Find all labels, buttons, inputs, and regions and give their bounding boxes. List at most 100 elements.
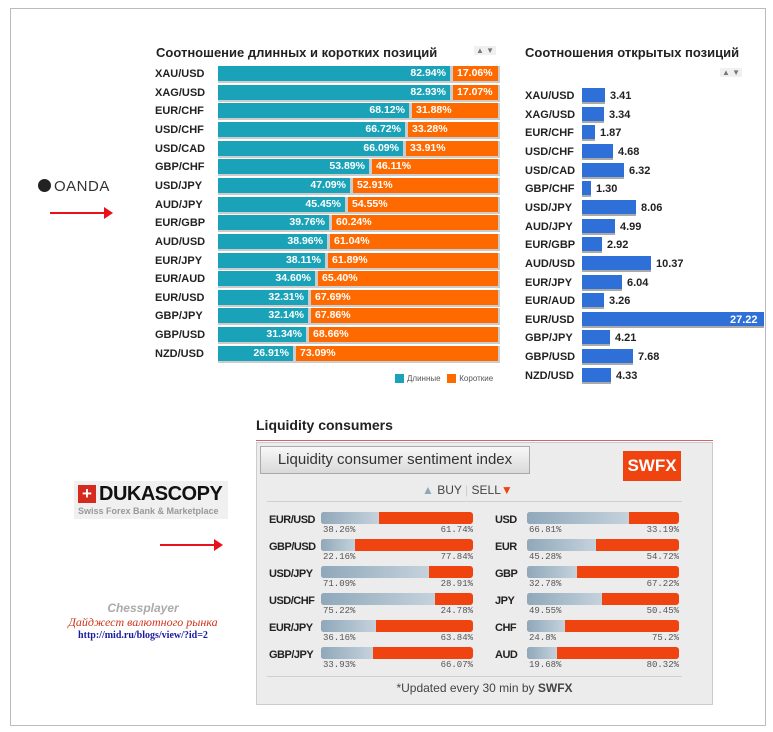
watermark: Chessplayer Дайджест валютного рынка htt… — [58, 601, 228, 641]
sentiment-bar — [321, 647, 473, 659]
short-bar: 17.07% — [453, 84, 498, 100]
sentiment-bar — [321, 620, 473, 632]
pair-label: EUR/AUD — [525, 295, 576, 308]
pair-label: GBP/CHF — [525, 183, 575, 196]
pair-label: GBP/CHF — [155, 161, 205, 174]
pair-label: AUD/USD — [525, 257, 576, 270]
oanda-logo-text: OANDA — [54, 178, 110, 195]
open-value: 4.99 — [620, 220, 642, 233]
separator — [267, 676, 682, 677]
instrument-label: USD/JPY — [269, 568, 313, 580]
legend-short-swatch — [447, 374, 457, 384]
open-value: 6.32 — [629, 164, 651, 177]
long-bar: 31.34% — [218, 327, 306, 343]
buy-percent: 24.8% — [529, 633, 557, 643]
sort-arrows-icon[interactable]: ▲ ▼ — [474, 46, 497, 55]
sentiment-bar — [527, 620, 679, 632]
buy-fill — [321, 647, 373, 659]
short-bar: 67.86% — [311, 308, 498, 324]
sentiment-row: USD/CHF 75.22% 24.78% — [269, 593, 473, 619]
pair-label: XAG/USD — [155, 86, 206, 99]
legend-long: Длинные — [407, 374, 441, 383]
sell-triangle-icon: ▼ — [500, 483, 513, 497]
short-bar: 61.89% — [328, 252, 498, 268]
sentiment-bar — [527, 566, 679, 578]
sell-percent: 33.19% — [646, 525, 679, 535]
watermark-link[interactable]: http://mid.ru/blogs/view/?id=2 — [78, 630, 208, 641]
ratio-row: USD/CAD 66.09% 33.91% — [155, 140, 500, 158]
long-bar: 53.89% — [218, 159, 369, 175]
open-bar — [582, 106, 604, 123]
sell-percent: 28.91% — [440, 579, 473, 589]
open-value: 2.92 — [607, 239, 629, 252]
ratio-row: EUR/JPY 38.11% 61.89% — [155, 252, 500, 270]
legend: Длинные Короткие — [395, 374, 494, 384]
legend-short: Короткие — [459, 374, 494, 383]
buy-percent: 22.16% — [323, 552, 356, 562]
ratio-row: XAU/USD 82.94% 17.06% — [155, 66, 500, 83]
instrument-label: GBP — [495, 568, 518, 580]
short-bar: 61.04% — [330, 233, 498, 249]
buy-fill — [321, 620, 376, 632]
open-value: 4.33 — [616, 369, 638, 382]
pair-label: EUR/USD — [155, 291, 205, 304]
instrument-label: EUR/USD — [269, 514, 316, 526]
open-bar — [582, 330, 610, 347]
sell-percent: 24.78% — [440, 606, 473, 616]
pair-label: AUD/JPY — [525, 220, 573, 233]
ratio-row: USD/CHF 66.72% 33.28% — [155, 121, 500, 139]
long-bar: 26.91% — [218, 345, 293, 361]
ratio-row: XAG/USD 82.93% 17.07% — [155, 84, 500, 102]
footer-brand: SWFX — [537, 681, 573, 695]
legend-long-swatch — [395, 374, 404, 384]
separator — [267, 501, 682, 502]
pair-label: EUR/USD — [525, 313, 575, 326]
buy-sell-legend: ▲ BUY | SELL▼ — [422, 483, 513, 497]
long-bar: 82.94% — [218, 66, 450, 81]
buy-percent: 49.55% — [529, 606, 562, 616]
sell-percent: 54.72% — [646, 552, 679, 562]
sort-arrows-icon[interactable]: ▲ ▼ — [720, 68, 743, 77]
pair-label: NZD/USD — [525, 369, 574, 382]
buy-percent: 71.09% — [323, 579, 356, 589]
long-bar: 34.60% — [218, 271, 315, 287]
open-bar — [582, 199, 636, 216]
buy-percent: 66.81% — [529, 525, 562, 535]
sentiment-row: GBP/JPY 33.93% 66.07% — [269, 647, 473, 673]
pair-label: EUR/CHF — [155, 105, 204, 118]
long-bar: 82.93% — [218, 84, 450, 100]
buy-fill — [321, 566, 430, 578]
sentiment-bar — [527, 593, 679, 605]
liquidity-title: Liquidity consumers — [256, 417, 393, 433]
frame — [10, 8, 766, 726]
sell-label: SELL — [471, 483, 501, 497]
pair-label: EUR/CHF — [525, 127, 574, 140]
oanda-logo: OANDA — [38, 178, 110, 195]
watermark-subtitle: Дайджест валютного рынка — [68, 615, 218, 629]
instrument-label: JPY — [495, 595, 515, 607]
long-bar: 32.31% — [218, 289, 308, 305]
long-bar: 38.96% — [218, 233, 327, 249]
instrument-label: USD — [495, 514, 517, 526]
sentiment-row: AUD 19.68% 80.32% — [495, 647, 695, 673]
sell-percent: 80.32% — [646, 660, 679, 670]
pair-label: EUR/GBP — [525, 239, 576, 252]
open-bar — [582, 88, 605, 104]
instrument-label: GBP/JPY — [269, 649, 314, 661]
pair-label: XAG/USD — [525, 108, 576, 121]
pair-label: EUR/AUD — [155, 273, 206, 286]
tab-sentiment-index[interactable]: Liquidity consumer sentiment index — [260, 446, 530, 474]
sell-percent: 67.22% — [646, 579, 679, 589]
short-bar: 65.40% — [318, 271, 498, 287]
ratio-row: GBP/CHF 53.89% 46.11% — [155, 159, 500, 177]
sentiment-bar — [527, 539, 679, 551]
open-title: Соотношения открытых позиций — [525, 45, 740, 60]
swfx-badge: SWFX — [623, 451, 681, 481]
open-value: 10.37 — [656, 257, 684, 270]
open-value: 3.41 — [610, 90, 632, 102]
sentiment-row: CHF 24.8% 75.2% — [495, 620, 695, 646]
sell-percent: 77.84% — [440, 552, 473, 562]
buy-percent: 36.16% — [323, 633, 356, 643]
open-value: 4.68 — [618, 145, 640, 158]
open-value: 7.68 — [638, 351, 660, 364]
